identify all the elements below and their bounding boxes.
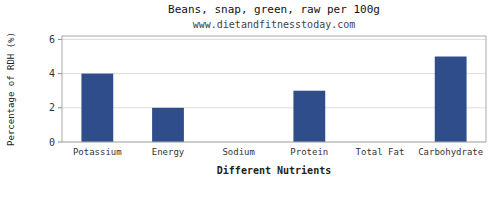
- y-tick-label: 4: [49, 68, 55, 79]
- y-tick: [58, 39, 62, 40]
- y-tick-label: 6: [49, 34, 55, 45]
- y-axis-label: Percentage of RDH (%): [6, 32, 16, 146]
- grid-line: [62, 73, 486, 74]
- bar: [81, 74, 113, 142]
- bars: [81, 57, 466, 142]
- y-tick: [58, 142, 62, 143]
- x-tick-label: Energy: [152, 147, 185, 157]
- chart-svg: 0 2 4 6 Potassium Energy Sodium Protein Total Fa…: [0, 0, 500, 200]
- title: Beans, snap, green, raw per 100g: [168, 3, 380, 16]
- x-tick-label: Sodium: [222, 147, 255, 157]
- subtitle: www.dietandfitnesstoday.com: [193, 19, 356, 30]
- chart-container: 0 2 4 6 Potassium Energy Sodium Protein Total Fa…: [0, 0, 500, 200]
- x-tick-label: Total Fat: [356, 147, 405, 157]
- x-axis-label: Different Nutrients: [217, 165, 331, 176]
- x-tick-label: Potassium: [73, 147, 122, 157]
- x-tick-label: Protein: [290, 147, 328, 157]
- y-tick: [58, 73, 62, 74]
- background: [0, 0, 500, 200]
- page: {"chart_data": {"type": "bar", "title": …: [0, 0, 500, 200]
- x-tick-label: Carbohydrate: [418, 147, 483, 157]
- plot-frame: [62, 36, 486, 142]
- y-tick-label: 0: [49, 137, 55, 148]
- grid-line: [62, 107, 486, 108]
- grid-line: [62, 39, 486, 40]
- bar: [435, 57, 467, 142]
- y-tick: [58, 107, 62, 108]
- bar: [152, 108, 184, 142]
- bar: [293, 91, 325, 142]
- y-tick-label: 2: [49, 102, 55, 113]
